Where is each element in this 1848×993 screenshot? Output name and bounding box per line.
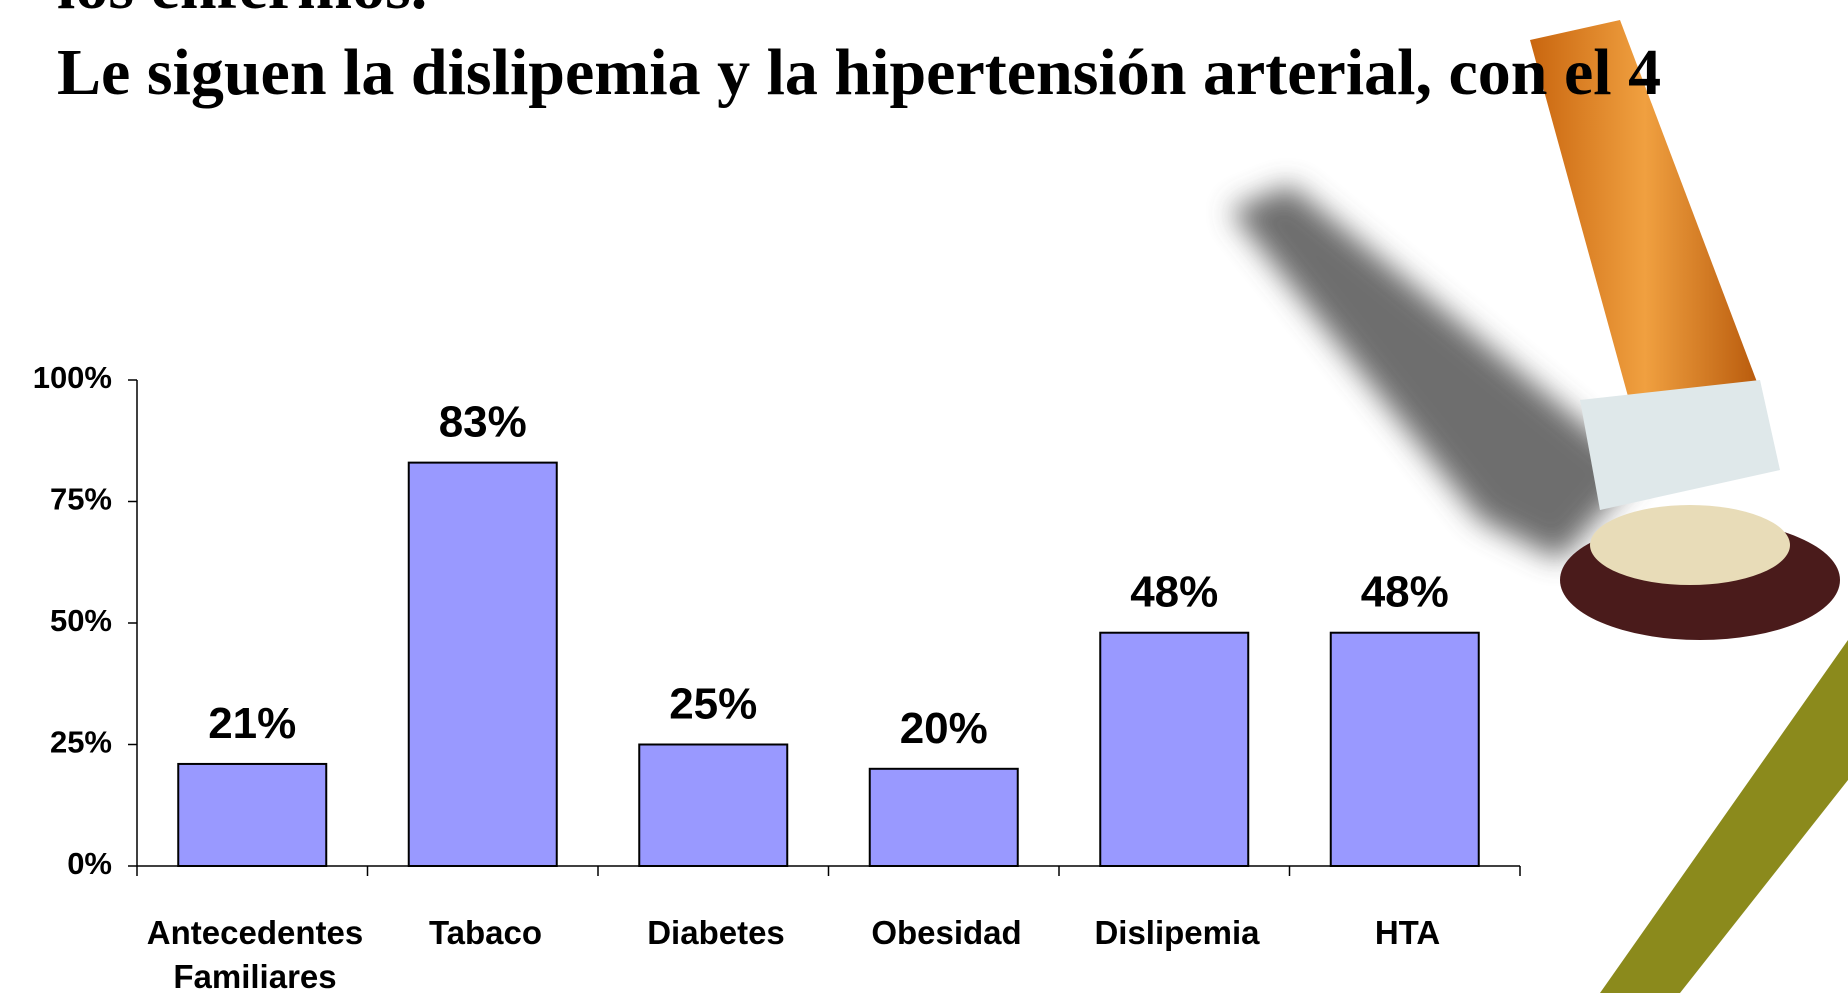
value-label: 48%	[1130, 568, 1218, 617]
x-tick-label: Obesidad	[829, 911, 1065, 955]
y-tick-label: 0%	[67, 846, 112, 881]
y-tick-label: 100%	[33, 360, 112, 395]
value-label: 48%	[1361, 568, 1449, 617]
value-label: 21%	[208, 699, 296, 748]
stripe-decoration	[1600, 640, 1848, 993]
x-tick-label: Tabaco	[368, 911, 604, 955]
y-tick-label: 50%	[50, 603, 112, 638]
value-label: 83%	[439, 398, 527, 447]
value-label: 20%	[900, 704, 988, 753]
bar	[870, 769, 1018, 866]
title-line: Le siguen la dislipemia y la hipertensió…	[57, 36, 1661, 109]
x-tick-label: Dislipemia	[1059, 911, 1295, 955]
bar	[1331, 633, 1479, 866]
x-tick-label: Diabetes	[598, 911, 834, 955]
bar	[1100, 633, 1248, 866]
bar	[409, 463, 557, 866]
y-tick-label: 75%	[50, 482, 112, 517]
x-tick-label: Antecedentes Familiares	[137, 911, 373, 993]
title-line: los enfermos.	[57, 0, 427, 23]
value-label: 25%	[669, 680, 757, 729]
chart: los enfermos. Le siguen la dislipemia y …	[0, 0, 1848, 993]
cigarette-decoration	[1230, 20, 1840, 640]
x-tick-label: HTA	[1290, 911, 1526, 955]
bar	[639, 745, 787, 867]
slide: los enfermos. Le siguen la dislipemia y …	[0, 0, 1848, 993]
y-tick-label: 25%	[50, 725, 112, 760]
bar	[178, 764, 326, 866]
